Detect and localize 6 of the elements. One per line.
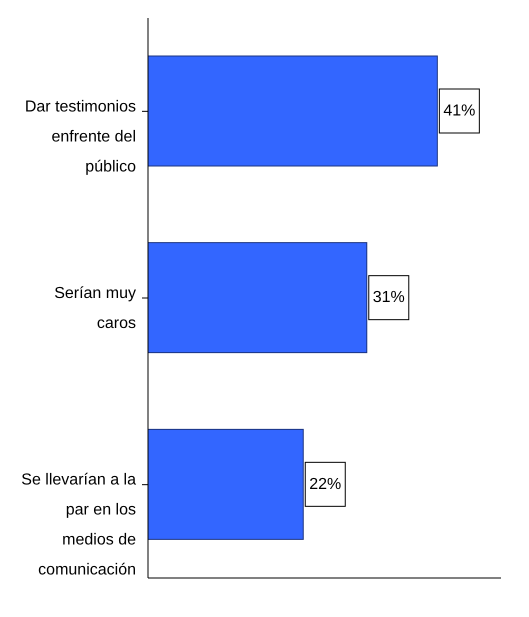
- y-tick-label: Se llevarían a la par en los medios de comunicación: [21, 472, 136, 579]
- y-tick-label: Dar testimonios enfrente del público: [24, 98, 136, 176]
- data-label: 41%: [443, 102, 476, 120]
- data-label: 31%: [372, 289, 405, 306]
- y-tick-label: Serían muy caros: [54, 285, 136, 332]
- data-label: 22%: [309, 476, 342, 493]
